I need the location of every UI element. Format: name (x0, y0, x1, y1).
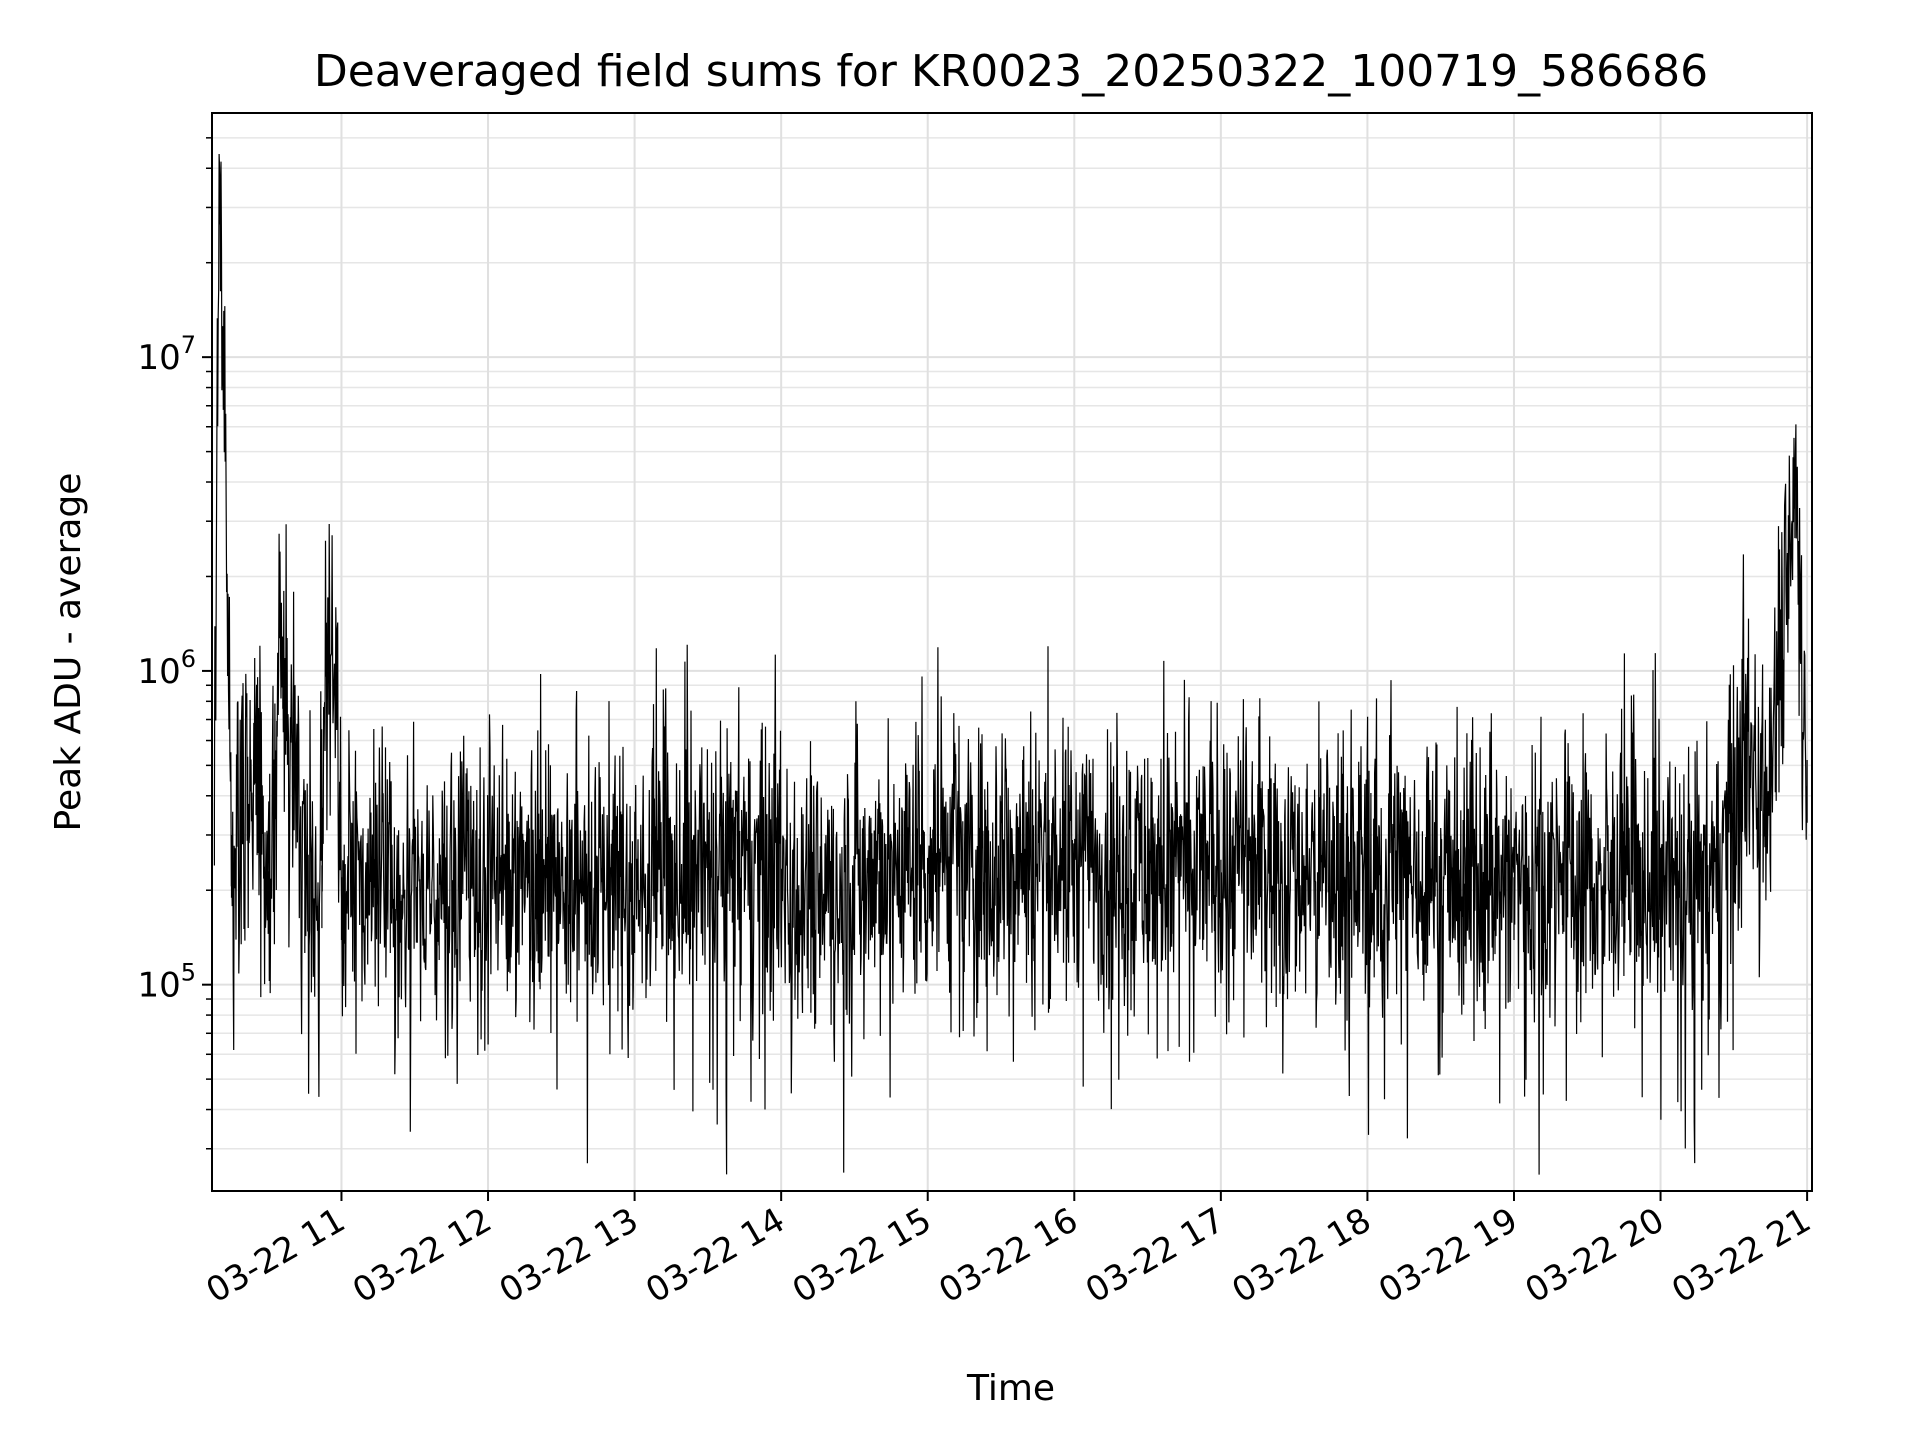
series-line (213, 153, 1808, 1175)
chart-title: Deaveraged field sums for KR0023_2025032… (314, 46, 1708, 97)
series-layer (213, 153, 1808, 1175)
y-tick-label: 107 (137, 331, 196, 378)
y-axis: 105 106 107 (137, 137, 212, 1150)
y-tick-label: 105 (137, 959, 196, 1006)
grid (212, 113, 1812, 1191)
y-tick-label: 106 (137, 645, 196, 692)
plot-frame (211, 112, 1813, 1192)
y-axis-label: Peak ADU - average (48, 473, 89, 832)
x-axis-label: Time (966, 1368, 1055, 1409)
